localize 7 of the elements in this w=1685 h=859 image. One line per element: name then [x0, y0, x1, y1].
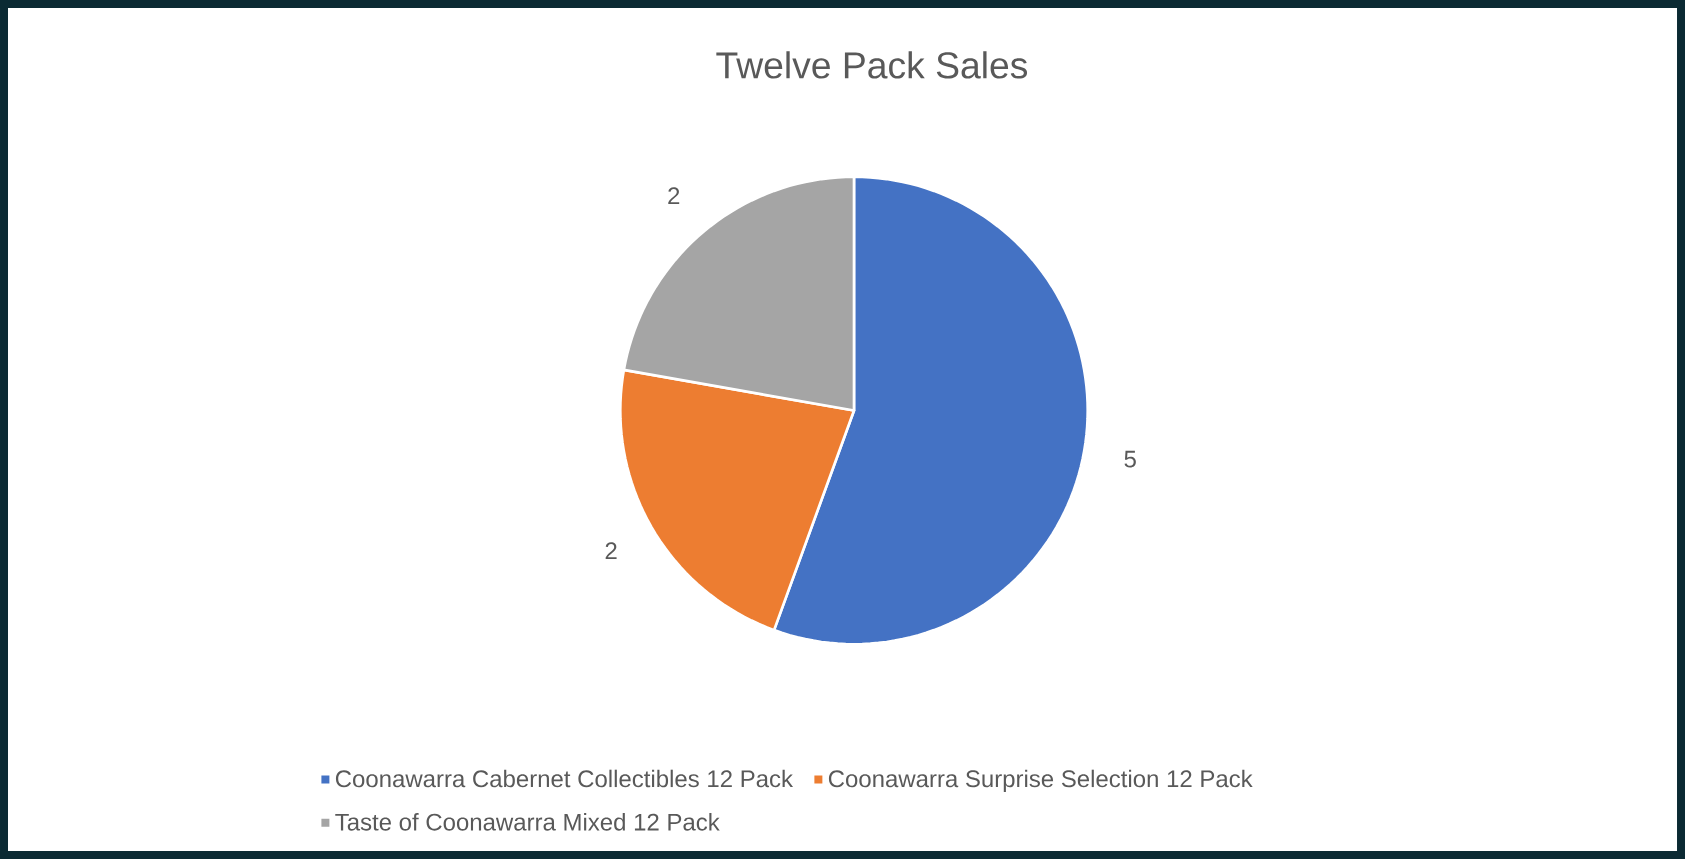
data-label: 5	[1124, 450, 1136, 468]
data-label: 2	[668, 187, 680, 205]
data-label: 2	[605, 542, 617, 560]
chart-title: Twelve Pack Sales	[716, 51, 1028, 79]
legend-label: Taste of Coonawarra Mixed 12 Pack	[335, 813, 720, 831]
legend-label: Coonawarra Surprise Selection 12 Pack	[828, 769, 1253, 793]
legend-label: Coonawarra Cabernet Collectibles 12 Pack	[335, 769, 794, 788]
